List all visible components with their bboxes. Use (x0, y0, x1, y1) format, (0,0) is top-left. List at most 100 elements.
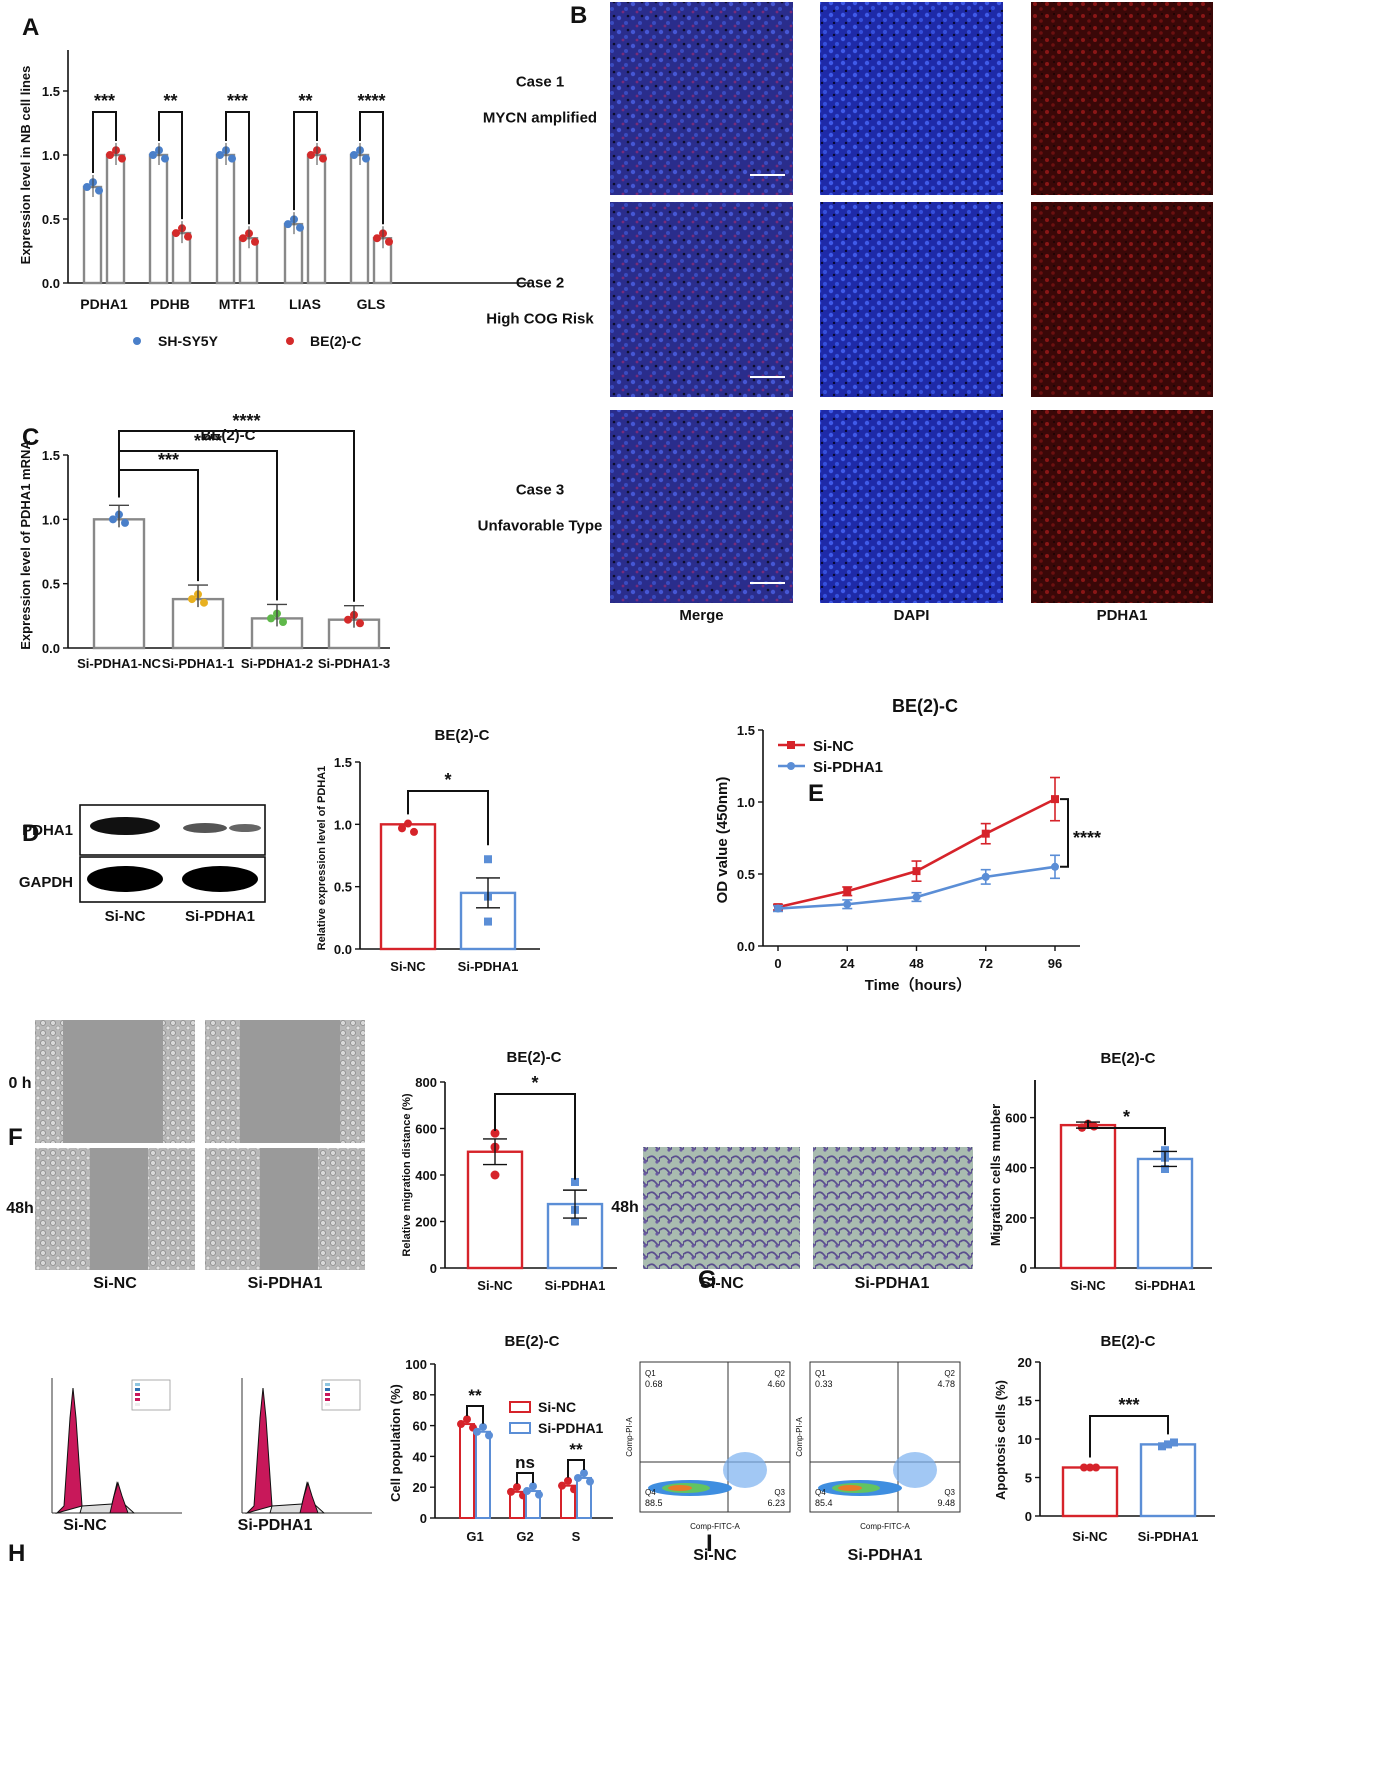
significance-label: * (531, 1073, 538, 1093)
data-point (172, 229, 180, 238)
g1-peak (55, 1387, 83, 1514)
histogram-label: Si-PDHA1 (238, 1517, 313, 1534)
chart-title: BE(2)-C (505, 1333, 560, 1350)
legend-label-sh-sy5y: SH-SY5Y (158, 333, 219, 349)
data-point (463, 1415, 471, 1424)
y-tick-label: 0.5 (42, 212, 60, 227)
significance-label: **** (1073, 828, 1101, 848)
data-point (1158, 1442, 1166, 1451)
data-point (284, 220, 292, 229)
x-tick-label: Si-NC (390, 959, 426, 974)
micrograph-image (820, 202, 1003, 397)
flow-plot-label: Si-NC (693, 1547, 737, 1564)
data-point (118, 154, 126, 163)
y-tick-label: 1.0 (737, 795, 755, 810)
panel-label-c: C (22, 424, 40, 451)
data-point (457, 1420, 465, 1429)
x-tick-label: PDHA1 (80, 296, 128, 312)
y-tick-label: 0.0 (42, 276, 60, 291)
y-axis-title: Cell population (%) (388, 1384, 403, 1502)
data-point (529, 1482, 537, 1491)
data-point (109, 515, 117, 524)
y-tick-label: 10 (1018, 1432, 1032, 1447)
data-point (1164, 1440, 1172, 1449)
histogram-legend-swatch (135, 1388, 140, 1391)
quadrant-value-q3: 9.48 (937, 1498, 955, 1508)
x-tick-label: Si-NC (1070, 1278, 1106, 1293)
bar (379, 823, 437, 951)
panel-label-h: H (8, 1540, 26, 1567)
x-tick-label: Si-NC (1072, 1529, 1108, 1544)
data-point (1161, 1164, 1169, 1173)
data-point (106, 151, 114, 159)
y-tick-label: 1.5 (334, 755, 352, 770)
case-description: MYCN amplified (483, 110, 597, 127)
significance-bracket (225, 111, 250, 225)
quadrant-name: Q3 (944, 1488, 955, 1497)
histogram-legend-swatch (325, 1393, 330, 1396)
y-tick-label: 1.0 (42, 512, 60, 527)
panel-label-b: B (570, 2, 588, 29)
y-tick-label: 0.5 (42, 577, 60, 592)
data-point (356, 619, 364, 628)
panel-label-d: D (22, 820, 40, 847)
quadrant-name: Q1 (815, 1369, 826, 1378)
data-point (344, 615, 352, 624)
data-point (843, 887, 852, 896)
data-point (843, 900, 852, 909)
y-tick-label: 100 (405, 1357, 427, 1372)
legend-marker (509, 1401, 531, 1413)
micrograph-image (610, 2, 793, 195)
histogram-legend-swatch (135, 1398, 140, 1401)
flow-y-axis-title: Comp-PI-A (625, 1417, 634, 1457)
y-tick-label: 1.5 (42, 448, 60, 463)
g2-peak (299, 1481, 319, 1514)
significance-bracket (92, 111, 117, 173)
x-tick-label: 48 (909, 956, 923, 971)
panel-d: PDHA1 GAPDH Si-NC Si-PDHA1 0.0 0.5 1.0 1.5 Relat… (19, 727, 540, 974)
legend-label: Si-NC (813, 738, 854, 755)
data-point (350, 151, 358, 159)
flow-density (838, 1485, 862, 1491)
blot-row-label: PDHA1 (22, 822, 73, 839)
bar (92, 518, 146, 650)
data-point (484, 855, 492, 864)
bar (1136, 1157, 1194, 1270)
micrograph-image (1031, 2, 1213, 195)
legend-marker (787, 762, 795, 770)
column-label: Merge (679, 607, 723, 624)
data-point (473, 1427, 481, 1436)
chart-title: BE(2)-C (507, 1049, 562, 1066)
y-tick-label: 5 (1025, 1471, 1032, 1486)
y-tick-label: 0.0 (334, 942, 352, 957)
data-point (1086, 1463, 1094, 1472)
data-point (485, 1431, 493, 1440)
data-point (580, 1469, 588, 1478)
row-label: 48h (611, 1199, 639, 1216)
case-description: High COG Risk (486, 311, 594, 328)
micrograph-image (1031, 202, 1213, 397)
legend-marker-be2c (286, 337, 294, 345)
blot-column-label: Si-PDHA1 (185, 908, 255, 925)
data-point (200, 598, 208, 607)
data-point (373, 234, 381, 243)
bar-sh-sy5y (148, 153, 169, 285)
quadrant-value-q2: 4.78 (937, 1379, 955, 1389)
significance-bracket (567, 1458, 585, 1478)
bar-sh-sy5y (349, 153, 370, 285)
data-point (121, 518, 129, 527)
blot-band (87, 866, 163, 892)
data-point (912, 867, 921, 876)
data-point (307, 151, 315, 159)
column-label: Si-NC (93, 1275, 137, 1292)
data-point (398, 824, 406, 833)
micrograph-image (1031, 410, 1213, 603)
blot-column-label: Si-NC (105, 908, 146, 925)
y-tick-label: 200 (1005, 1211, 1027, 1226)
data-point (774, 904, 782, 913)
column-label: PDHA1 (1097, 607, 1148, 624)
y-tick-label: 0 (430, 1261, 437, 1276)
panel-b-micrographs: Case 1 MYCN amplified Case 2 High COG Risk C… (478, 2, 1213, 624)
legend-marker-sh-sy5y (133, 337, 141, 345)
y-axis-title: Expression level in NB cell lines (18, 66, 33, 265)
